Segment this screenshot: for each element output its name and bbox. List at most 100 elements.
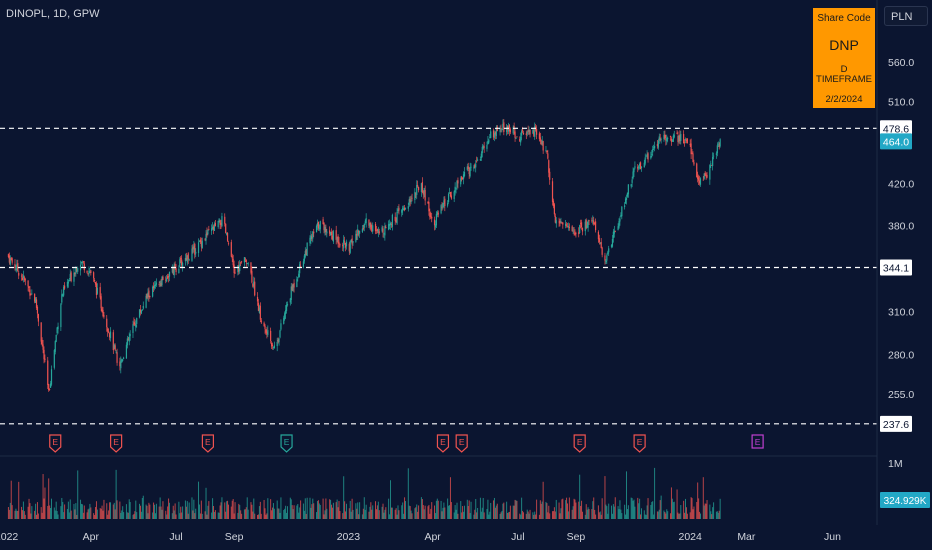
volume-bar bbox=[166, 514, 168, 519]
volume-bar bbox=[540, 503, 542, 519]
candle-body bbox=[532, 129, 534, 134]
volume-bar bbox=[325, 498, 327, 519]
level-tag-label: 237.6 bbox=[883, 419, 909, 431]
volume-bar bbox=[514, 499, 516, 519]
candle-body bbox=[18, 272, 20, 276]
candle-body bbox=[154, 284, 157, 286]
volume-bar bbox=[126, 512, 128, 519]
earnings-icon[interactable]: E bbox=[573, 434, 586, 453]
candle-body bbox=[94, 282, 97, 285]
candle-body bbox=[64, 285, 66, 289]
volume-bar bbox=[273, 508, 275, 519]
candle-body bbox=[205, 234, 207, 241]
candle-body bbox=[30, 294, 32, 296]
volume-bar bbox=[539, 500, 541, 519]
candle-body bbox=[650, 155, 652, 159]
volume-bar bbox=[149, 504, 151, 519]
volume-bar bbox=[396, 514, 398, 519]
volume-bar bbox=[499, 513, 501, 519]
candle-body bbox=[621, 206, 623, 217]
candle-body bbox=[158, 283, 160, 285]
candle-body bbox=[470, 166, 472, 168]
volume-bar bbox=[378, 510, 380, 519]
candle-body bbox=[617, 226, 619, 231]
candle-body bbox=[404, 207, 407, 209]
volume-bar bbox=[267, 498, 269, 519]
earnings-icon[interactable]: E bbox=[633, 434, 646, 453]
volume-bar bbox=[47, 505, 49, 519]
candle-body bbox=[317, 221, 320, 229]
earnings-icon[interactable]: E bbox=[436, 434, 450, 453]
earnings-icon-frame bbox=[751, 434, 764, 449]
candle-body bbox=[613, 230, 615, 234]
share-code: DNP bbox=[829, 37, 859, 53]
currency-selector[interactable]: PLN bbox=[884, 6, 928, 26]
earnings-icon[interactable]: E bbox=[49, 434, 62, 453]
candle-body bbox=[141, 309, 143, 311]
candle-body bbox=[502, 123, 504, 129]
volume-bar bbox=[205, 487, 207, 519]
candle-body bbox=[477, 159, 479, 161]
volume-bar bbox=[21, 506, 23, 519]
candle-body bbox=[608, 248, 610, 253]
y-tick-label: 310.0 bbox=[888, 307, 914, 319]
candle-body bbox=[357, 229, 359, 236]
candle-body bbox=[479, 159, 482, 161]
earnings-icon[interactable]: E bbox=[201, 434, 214, 453]
candle-body bbox=[593, 220, 595, 225]
volume-bar bbox=[103, 499, 105, 519]
volume-bar bbox=[375, 509, 377, 519]
candle-body bbox=[344, 241, 346, 243]
volume-bar bbox=[211, 512, 213, 519]
earnings-icon[interactable]: E bbox=[280, 434, 293, 453]
volume-bar bbox=[198, 481, 200, 519]
candle-body bbox=[119, 361, 121, 367]
volume-bar bbox=[389, 514, 391, 519]
volume-bar bbox=[161, 509, 163, 519]
candle-body bbox=[450, 195, 452, 199]
candle-body bbox=[549, 171, 551, 180]
volume-bar bbox=[37, 513, 39, 519]
candle-body bbox=[535, 128, 538, 135]
earnings-icon[interactable]: E bbox=[751, 434, 764, 449]
candle-body bbox=[75, 267, 77, 274]
time-axis: 2022 Apr Jul Sep 2023 Apr Jul Sep 2024 Mar Jun bbox=[0, 531, 841, 543]
earnings-icon[interactable]: E bbox=[110, 434, 123, 453]
candle-body bbox=[607, 252, 609, 254]
candle-body bbox=[230, 242, 232, 257]
volume-bar bbox=[647, 498, 649, 519]
candle-body bbox=[565, 223, 567, 226]
volume-bar bbox=[670, 513, 672, 519]
earnings-icon-frame bbox=[201, 434, 214, 453]
candle-body bbox=[644, 157, 646, 164]
volume-bar bbox=[495, 505, 497, 519]
candle-body bbox=[244, 258, 246, 260]
candle-body bbox=[473, 166, 475, 169]
volume-readout-label: 324.929K bbox=[884, 496, 927, 507]
volume-bar bbox=[359, 502, 361, 519]
candle-body bbox=[93, 279, 96, 282]
earnings-icon[interactable]: E bbox=[455, 434, 468, 453]
candle-body bbox=[344, 242, 347, 248]
candle-body bbox=[168, 271, 171, 277]
volume-bar bbox=[28, 498, 30, 519]
candle-body bbox=[159, 280, 161, 283]
candle-body bbox=[508, 124, 511, 132]
volume-bar bbox=[134, 511, 136, 519]
candle-body bbox=[689, 144, 691, 146]
candle-body bbox=[109, 331, 112, 339]
volume-bar bbox=[536, 499, 538, 519]
volume-bar bbox=[132, 514, 134, 519]
candle-body bbox=[237, 265, 239, 273]
volume-bar bbox=[107, 514, 109, 519]
candle-body bbox=[572, 229, 574, 231]
candle-body bbox=[383, 233, 385, 235]
volume-bar bbox=[345, 511, 347, 519]
share-code-label: Share Code bbox=[817, 13, 871, 24]
volume-bar bbox=[310, 507, 312, 519]
candle-body bbox=[311, 237, 313, 239]
volume-bar bbox=[394, 509, 396, 519]
earnings-icon-label: E bbox=[577, 437, 583, 447]
